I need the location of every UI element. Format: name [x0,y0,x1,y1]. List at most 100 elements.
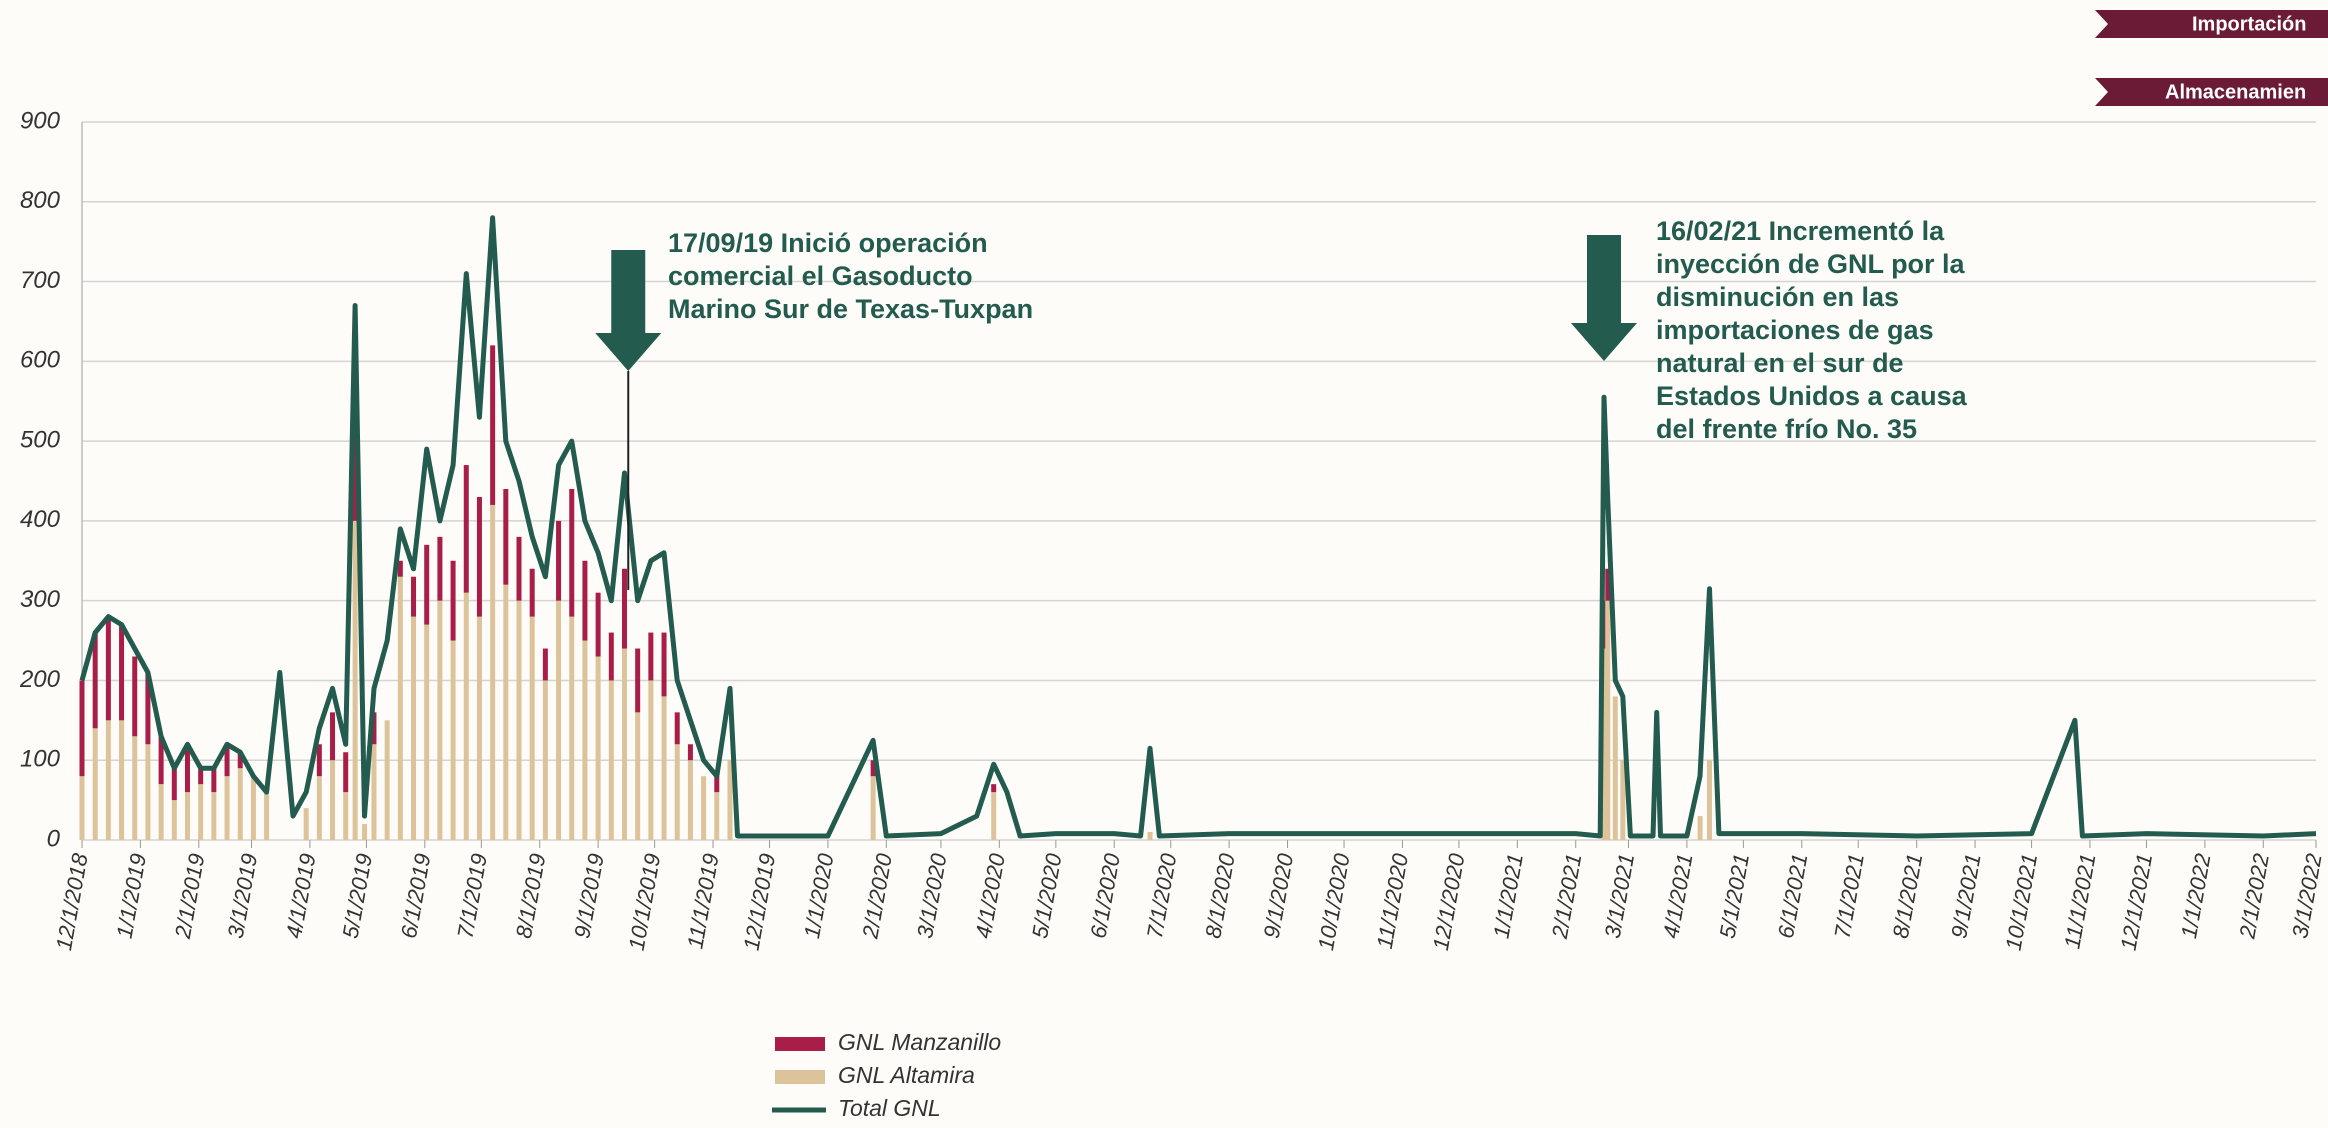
bar [385,720,390,840]
bar [451,641,456,840]
bar [251,776,256,840]
button-label[interactable]: Importación [2192,13,2306,35]
bar [362,824,367,840]
bar [635,649,640,713]
bar [622,649,627,840]
bar [93,728,98,840]
bar [1605,601,1610,840]
annotation-text: del frente frío No. 35 [1656,414,1917,444]
annotation-text: natural en el sur de [1656,348,1904,378]
annotation-text: importaciones de gas [1656,315,1934,345]
bar [503,585,508,840]
legend-swatch [775,1037,825,1051]
bar [543,680,548,840]
bar [648,680,653,840]
y-tick-label: 700 [20,267,61,294]
bar [330,712,335,760]
y-tick-label: 600 [20,347,61,374]
bar [477,497,482,617]
annotation-text: Marino Sur de Texas-Tuxpan [668,294,1033,324]
bar [609,633,614,681]
bar [451,561,456,641]
bar [582,641,587,840]
y-tick-label: 500 [20,426,61,453]
bar [688,744,693,760]
y-tick-label: 200 [19,666,61,693]
bar [398,577,403,840]
bar [635,712,640,840]
bar [411,577,416,617]
bar [172,800,177,840]
annotation-text: inyección de GNL por la [1656,249,1966,279]
bar [477,617,482,840]
bar [119,625,124,721]
bar [530,617,535,840]
bar [145,744,150,840]
bar [490,345,495,505]
legend-label: GNL Manzanillo [838,1029,1001,1055]
y-tick-label: 400 [20,506,61,533]
bar [211,792,216,840]
annotation-text: disminución en las [1656,282,1899,312]
bar [80,776,85,840]
chart: Importación Almacenamien 0 100 200 300 400 50… [0,0,2328,1123]
bar [596,593,601,657]
bar [119,720,124,840]
bar [132,736,137,840]
bar [330,760,335,840]
bar [1707,760,1712,840]
annotation-text: 17/09/19 Inició operación [668,228,988,258]
y-tick-label: 100 [20,746,61,773]
bar [622,569,627,649]
y-tick-label: 800 [20,187,61,214]
annotation-text: Estados Unidos a causa [1656,381,1968,411]
bar [80,680,85,776]
bar [701,776,706,840]
bar [569,489,574,617]
bar [464,465,469,593]
bar [198,784,203,840]
button-label[interactable]: Almacenamien [2165,81,2306,103]
bar [556,521,561,601]
y-tick-label: 0 [47,825,61,852]
bar [503,489,508,585]
legend-label: GNL Altamira [838,1062,975,1088]
bar [371,744,376,840]
bar [1613,696,1618,840]
bar [437,537,442,601]
bar [159,784,164,840]
bar [517,601,522,840]
bar [343,752,348,792]
bar [1148,832,1153,840]
bar [714,792,719,840]
annotation-text: 16/02/21 Incrementó la [1656,216,1945,246]
bar [609,680,614,840]
bar [264,792,269,840]
bar [304,808,309,840]
bar [211,768,216,792]
bar [225,776,230,840]
bar [317,776,322,840]
bar [437,601,442,840]
bar [132,657,137,737]
bar [172,768,177,800]
bar [106,617,111,721]
bar [556,601,561,840]
bar [343,792,348,840]
y-tick-label: 300 [20,586,61,613]
bar [185,792,190,840]
bar [106,720,111,840]
bar [675,744,680,840]
bar [991,792,996,840]
bar [530,569,535,617]
legend-label: Total GNL [838,1095,941,1121]
bar [490,505,495,840]
page: Importación Almacenamien 0 100 200 300 400 50… [0,0,2328,1128]
bar [1698,816,1703,840]
bar [353,521,358,840]
bar [648,633,653,681]
bar [596,657,601,840]
bar [411,617,416,840]
bar [464,593,469,840]
bar [424,625,429,840]
